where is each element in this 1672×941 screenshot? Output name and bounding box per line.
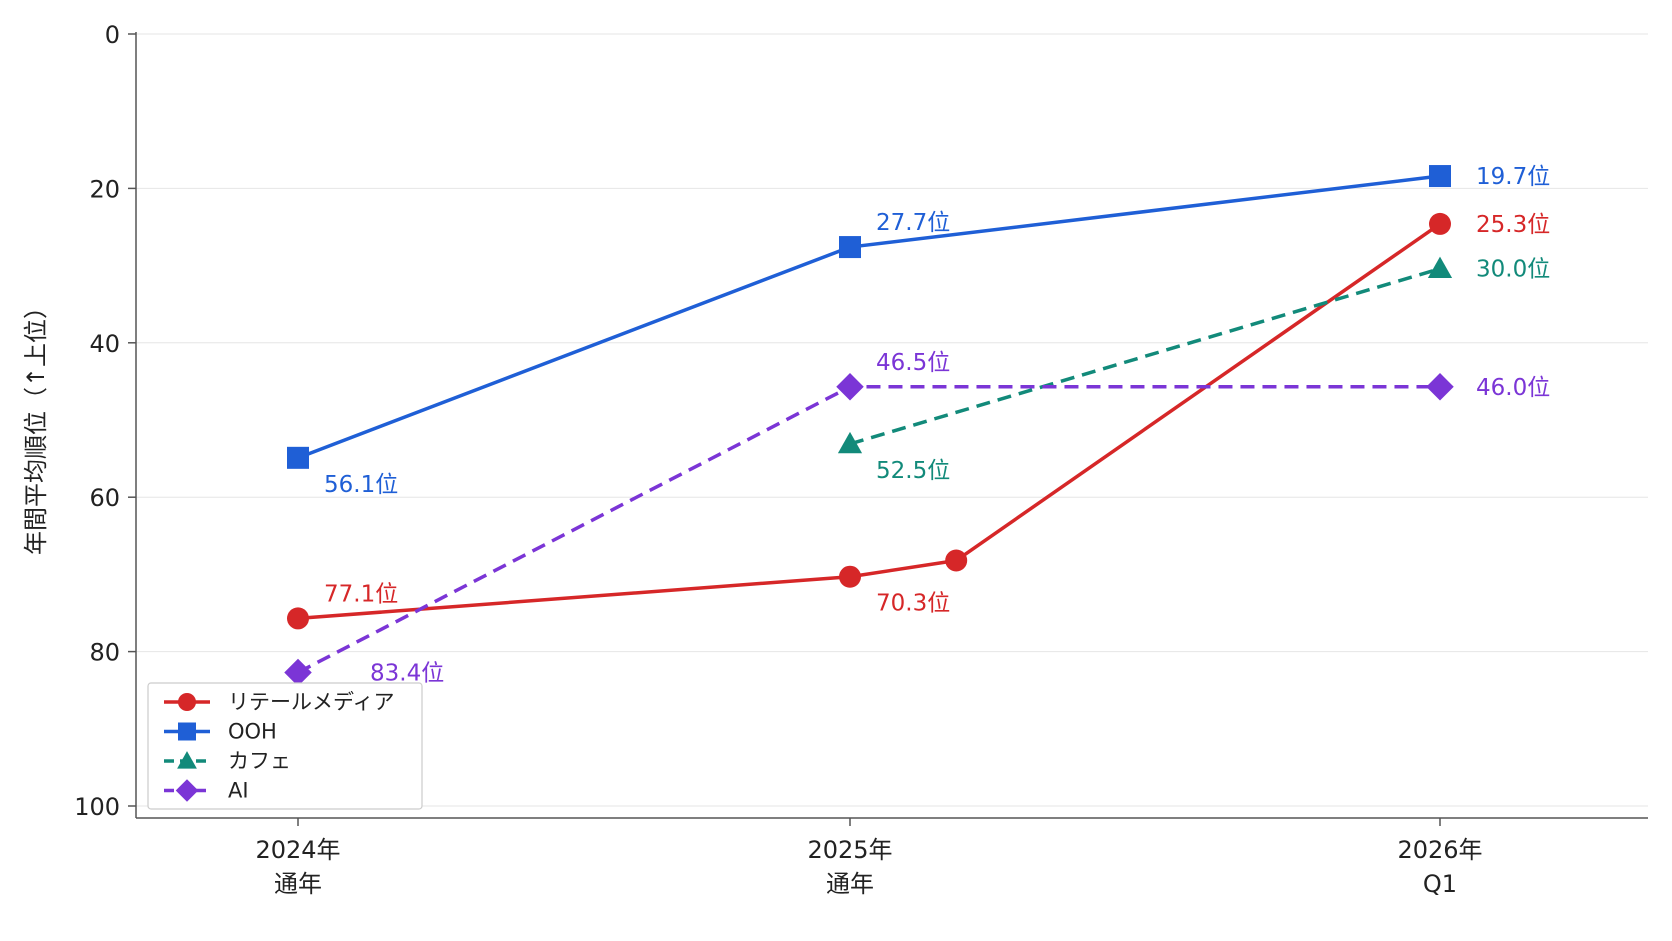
x-tick-label: 2025年	[807, 836, 892, 864]
data-label: 30.0位	[1476, 257, 1550, 283]
data-label: 19.7位	[1476, 164, 1550, 190]
data-label: 46.0位	[1476, 375, 1550, 401]
data-point	[837, 431, 863, 454]
data-label: 83.4位	[370, 660, 444, 686]
x-tick-label-line2: Q1	[1423, 870, 1457, 898]
legend-item: AI	[164, 779, 249, 803]
x-tick-label: 2026年	[1397, 836, 1482, 864]
data-label: 46.5位	[876, 350, 950, 376]
y-tick-label: 100	[74, 793, 120, 821]
data-labels: 77.1位 70.3位 25.3位 56.1位 27.7位 19.7位 52.5位 30.0位…	[324, 164, 1550, 686]
data-point	[839, 565, 861, 588]
legend-label: OOH	[228, 720, 277, 744]
data-point	[1427, 256, 1453, 279]
data-label: 70.3位	[876, 591, 950, 617]
legend-swatch-marker	[178, 693, 196, 711]
series-diamond	[284, 373, 1454, 687]
data-point	[1429, 212, 1451, 235]
legend-item: リテールメディア	[164, 690, 395, 714]
series-line	[297, 385, 1440, 674]
series-line	[297, 222, 1441, 621]
data-label: 52.5位	[876, 458, 950, 484]
data-point	[287, 446, 309, 469]
legend-swatch-marker	[178, 722, 196, 741]
legend-swatch-marker	[175, 779, 199, 802]
series-circle	[287, 212, 1451, 630]
data-label: 77.1位	[324, 581, 398, 607]
series-lines	[284, 165, 1454, 687]
x-tick-label-line2: 通年	[274, 870, 322, 898]
y-tick-label: 0	[105, 21, 120, 49]
data-point	[1426, 373, 1454, 401]
series-triangle	[837, 256, 1453, 454]
y-tick-label: 20	[89, 175, 120, 203]
y-axis-title: 年間平均順位（↑上位）	[22, 295, 50, 555]
series-line	[849, 267, 1441, 446]
data-label: 27.7位	[876, 210, 950, 236]
y-tick-label: 40	[89, 330, 120, 358]
legend-item: カフェ	[164, 749, 291, 773]
legend-box	[147, 682, 423, 810]
legend: リテールメディア OOH カフェ AI	[147, 682, 423, 810]
x-tick-label-line2: 通年	[826, 870, 874, 898]
data-point	[836, 373, 864, 401]
legend-item: OOH	[164, 720, 277, 744]
x-tick-label: 2024年	[255, 836, 340, 864]
legend-label: AI	[228, 779, 249, 803]
series-line	[297, 174, 1441, 460]
data-point	[284, 658, 312, 687]
y-tick-label: 60	[89, 484, 120, 512]
legend-swatch-marker	[177, 751, 197, 769]
data-point	[945, 549, 968, 572]
y-tick-labels: 0 20 40 60 80 100	[74, 21, 120, 821]
axes	[128, 32, 1648, 826]
legend-label: カフェ	[228, 749, 291, 773]
data-point	[839, 236, 861, 259]
data-label: 56.1位	[324, 472, 398, 498]
data-point	[1429, 165, 1451, 188]
data-point	[287, 607, 309, 630]
series-square	[287, 165, 1451, 469]
y-tick-label: 80	[89, 639, 120, 667]
legend-label: リテールメディア	[228, 690, 395, 714]
data-label: 25.3位	[1476, 212, 1550, 238]
